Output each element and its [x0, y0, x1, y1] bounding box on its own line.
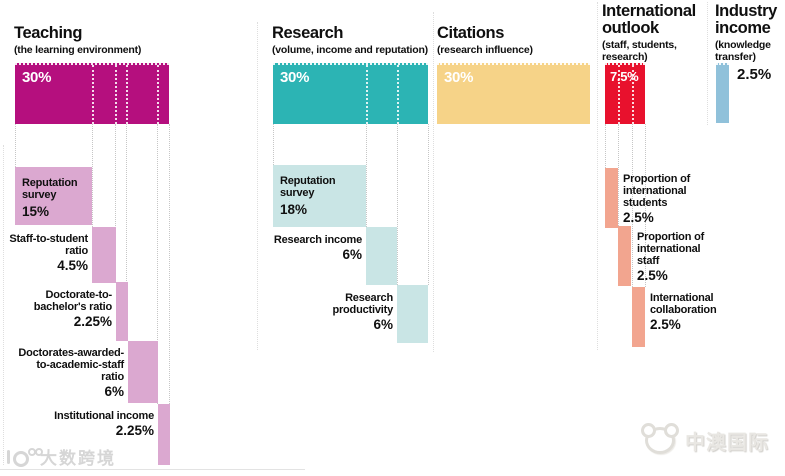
- leader-line: [618, 124, 619, 226]
- sub-value: 2.25%: [73, 314, 112, 329]
- watermark-right-text: 中澳国际: [685, 432, 769, 454]
- sub-value: 6%: [342, 247, 362, 262]
- leader-line: [92, 124, 93, 227]
- sub-value: 2.25%: [115, 423, 154, 438]
- leader-line: [428, 124, 429, 285]
- leader-line: [397, 124, 398, 285]
- sub-label-text: International collaboration: [650, 292, 717, 316]
- sub-value: 2.5%: [650, 317, 681, 332]
- international-subtitle: (staff, students, research): [602, 39, 677, 63]
- sub-label: Reputation survey: [280, 175, 336, 199]
- sub-label: Proportion of international staff 2.5%: [637, 231, 722, 282]
- bar-divider: [632, 65, 634, 124]
- research-sub-block-research-productivity: [397, 285, 428, 343]
- bottom-edge-line: [0, 469, 305, 470]
- teaching-sub-block-staff-student-ratio: [92, 227, 116, 283]
- sub-label-text: Doctorates-awarded-to-academic-staff rat…: [18, 347, 124, 383]
- teaching-sub-block-institutional-income: [158, 404, 170, 465]
- sub-value: 6%: [104, 384, 124, 399]
- teaching-sub-block-doctorates-awarded-ratio: [128, 341, 158, 403]
- leader-line: [126, 124, 127, 341]
- leader-line: [605, 124, 606, 168]
- dashukuajing-logo-icon: [6, 447, 43, 467]
- research-sub-block-research-income: [366, 227, 397, 285]
- sub-label: International collaboration 2.5%: [650, 292, 735, 331]
- teaching-subtitle: (the learning environment): [14, 44, 142, 56]
- sub-label-text: Proportion of international staff: [637, 231, 705, 267]
- bar-divider: [157, 65, 159, 124]
- bar-divider: [397, 65, 399, 124]
- sub-value: 2.5%: [637, 268, 668, 283]
- sub-label-text: Institutional income: [54, 410, 154, 422]
- leader-line: [115, 124, 116, 282]
- international-sub-block-students: [605, 168, 618, 228]
- leader-line: [366, 124, 367, 227]
- watermark-left: 大数跨境: [6, 444, 116, 469]
- column-separator: [707, 2, 708, 125]
- research-weight-bar: 30%: [273, 63, 428, 124]
- bar-divider: [92, 65, 94, 124]
- leader-line: [273, 124, 274, 165]
- sub-label: Reputation survey: [22, 177, 78, 201]
- industry-subtitle: (knowledge transfer): [715, 39, 771, 63]
- sub-value: 15%: [22, 204, 50, 219]
- bar-divider: [366, 65, 368, 124]
- sub-label-text: Research productivity: [332, 292, 393, 316]
- citations-title: Citations: [437, 24, 504, 42]
- watermark-left-text: 大数跨境: [40, 449, 116, 468]
- citations-subtitle: (research influence): [437, 44, 533, 56]
- leader-line: [15, 124, 16, 167]
- sub-label: Doctorates-awarded-to-academic-staff rat…: [12, 347, 124, 398]
- sub-label: Doctorate-to-bachelor's ratio 2.25%: [10, 289, 112, 328]
- international-weight-value: 7.5%: [610, 69, 639, 84]
- watermark-right: 中澳国际: [641, 423, 769, 455]
- sub-label-text: Proportion of international students: [623, 173, 691, 209]
- sub-label-text: Doctorate-to-bachelor's ratio: [33, 289, 112, 313]
- column-separator: [257, 22, 258, 350]
- international-weight-bar: 7.5%: [605, 63, 645, 124]
- sub-label-text: Research income: [273, 234, 362, 246]
- research-weight-value: 30%: [280, 69, 310, 86]
- teaching-sub-block-reputation-survey: Reputation survey 15%: [15, 167, 92, 225]
- column-separator: [597, 2, 598, 350]
- sub-value: 4.5%: [57, 258, 88, 273]
- sub-label-text: Staff-to-student ratio: [9, 233, 88, 257]
- international-title: International outlook: [602, 2, 696, 37]
- sub-label: Research income 6%: [262, 234, 362, 261]
- sub-label: Institutional income 2.25%: [42, 410, 154, 437]
- koala-logo-icon: [641, 423, 679, 454]
- research-subtitle: (volume, income and reputation): [272, 44, 428, 56]
- sub-label: Staff-to-student ratio 4.5%: [6, 233, 88, 272]
- leader-line: [157, 124, 158, 404]
- bar-divider: [126, 65, 128, 124]
- citations-weight-value: 30%: [444, 69, 474, 86]
- sub-label: Proportion of international students 2.5…: [623, 173, 708, 224]
- research-title: Research: [272, 24, 344, 42]
- sub-value: 18%: [280, 202, 308, 217]
- sub-value: 2.5%: [623, 210, 654, 225]
- leader-line: [645, 124, 646, 287]
- industry-weight-value: 2.5%: [737, 66, 772, 83]
- industry-title: Industry income: [715, 2, 777, 37]
- sub-value: 6%: [373, 317, 393, 332]
- international-sub-block-staff: [618, 226, 631, 286]
- teaching-weight-value: 30%: [22, 69, 52, 86]
- research-sub-block-reputation-survey: Reputation survey 18%: [273, 165, 366, 227]
- column-separator: [433, 12, 434, 352]
- sub-label: Research productivity 6%: [291, 292, 393, 331]
- citations-weight-bar: 30%: [437, 63, 590, 124]
- bar-divider: [618, 65, 620, 124]
- industry-weight-bar: [716, 63, 729, 123]
- column-separator: [3, 145, 4, 465]
- teaching-title: Teaching: [14, 24, 83, 42]
- bar-divider: [115, 65, 117, 124]
- leader-line: [169, 124, 170, 404]
- leader-line: [632, 124, 633, 287]
- teaching-weight-bar: 30%: [15, 63, 169, 124]
- teaching-sub-block-doctorate-bachelor-ratio: [116, 282, 128, 341]
- international-sub-block-collaboration: [632, 287, 645, 347]
